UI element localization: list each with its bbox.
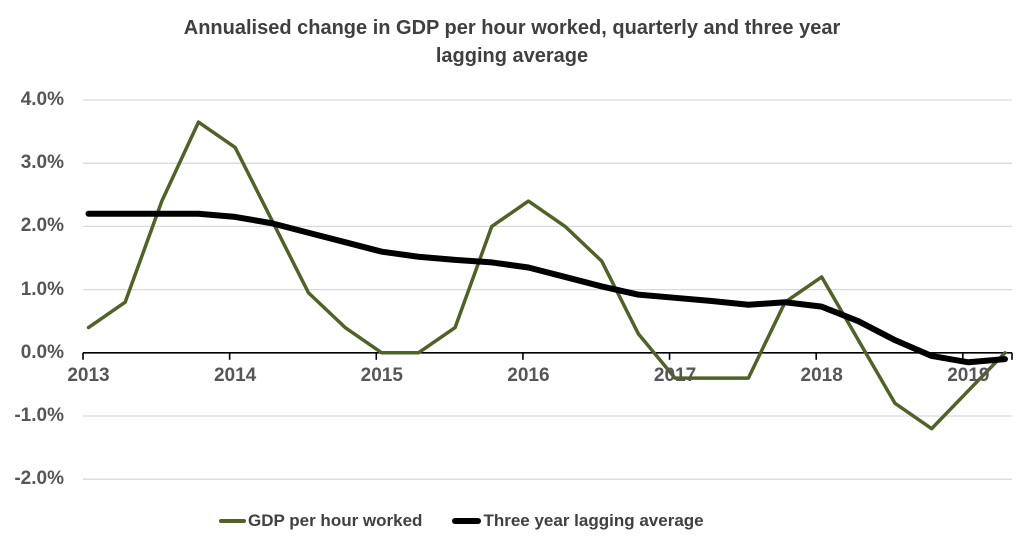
x-axis-label: 2016 — [507, 365, 550, 386]
y-axis-label: -2.0% — [14, 468, 64, 490]
y-axis-label: 2.0% — [20, 215, 64, 237]
x-axis-label: 2019 — [947, 365, 990, 386]
y-axis-label: 0.0% — [20, 341, 64, 363]
legend-label-gdp: GDP per hour worked — [248, 511, 423, 530]
x-axis-label: 2018 — [800, 365, 843, 386]
y-axis-label: 4.0% — [20, 89, 64, 110]
chart-title-line-1: Annualised change in GDP per hour worked… — [183, 17, 841, 39]
y-axis-label: 1.0% — [20, 278, 64, 300]
y-axis-label: -1.0% — [14, 405, 64, 426]
chart-title-line-2: lagging average — [435, 45, 589, 67]
legend-line-swatch-gdp — [219, 519, 246, 523]
legend-item-gdp-per-hour-worked: GDP per hour worked — [219, 511, 422, 531]
x-axis-label: 2015 — [360, 365, 403, 386]
series-line-three-year-lagging-average — [85, 210, 1008, 366]
x-axis-label: 2014 — [213, 365, 257, 386]
x-axis-label: 2013 — [67, 365, 110, 386]
y-axis-label: 3.0% — [20, 152, 64, 174]
series-line-gdp-per-hour-worked — [86, 120, 1007, 431]
legend-label-average: Three year lagging average — [483, 511, 704, 530]
chart-title: Annualised change in GDP per hour worked… — [0, 14, 1024, 70]
x-axis-label: 2017 — [653, 365, 697, 386]
legend-line-swatch-average — [452, 518, 482, 524]
chart-legend: GDP per hour worked Three year lagging a… — [219, 508, 704, 534]
legend-item-three-year-lagging-average: Three year lagging average — [452, 511, 704, 531]
